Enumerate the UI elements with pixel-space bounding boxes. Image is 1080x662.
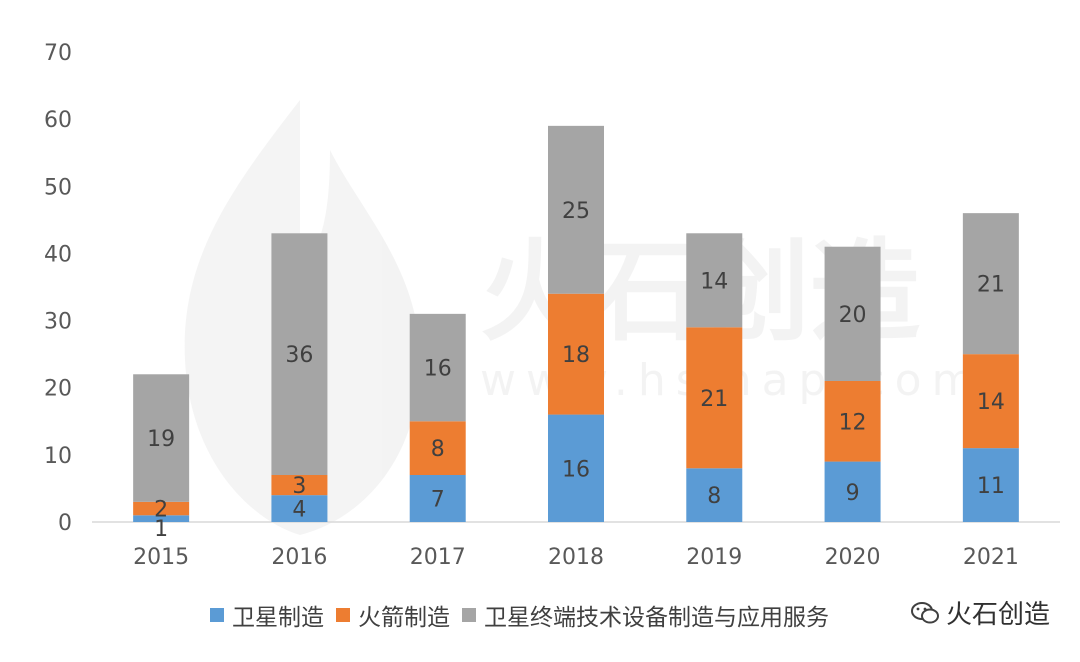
- legend: 卫星制造 火箭制造 卫星终端技术设备制造与应用服务: [210, 598, 841, 632]
- legend-label-terminal: 卫星终端技术设备制造与应用服务: [484, 605, 829, 631]
- data-label: 7: [431, 488, 445, 513]
- bar-segment: [409, 475, 466, 522]
- bar-segment: [962, 213, 1019, 355]
- legend-item-rocket: 火箭制造: [336, 598, 450, 632]
- data-label: 16: [562, 457, 590, 482]
- bar-segment: [824, 381, 881, 462]
- wechat-badge-text: 火石创造: [945, 600, 1050, 630]
- data-label: 21: [977, 273, 1005, 298]
- data-label: 16: [424, 357, 452, 382]
- data-label: 25: [562, 199, 590, 224]
- data-labels: 12 19 43 36 7 8 16 16 18 25 8 21 14 9 12 20 11 14 21: [147, 199, 1005, 542]
- bar-segment: [409, 421, 466, 475]
- bar-segment: [686, 468, 743, 522]
- bar-segment: [824, 461, 881, 522]
- data-label: 19: [147, 427, 175, 452]
- data-label: 4: [292, 498, 306, 523]
- legend-label-satellite: 卫星制造: [232, 605, 324, 631]
- bar-segment: [824, 246, 881, 381]
- bar-segment: [271, 475, 328, 496]
- bar-segment: [271, 495, 328, 522]
- bar-segment: [962, 448, 1019, 522]
- x-tick-label: 2017: [410, 545, 466, 570]
- bar-segment: [548, 125, 604, 294]
- bars: [133, 125, 1019, 522]
- y-tick-label: 20: [44, 377, 72, 402]
- legend-item-terminal: 卫星终端技术设备制造与应用服务: [462, 598, 829, 632]
- x-tick-label: 2020: [825, 545, 881, 570]
- data-label: 14: [700, 269, 728, 294]
- data-label: 8: [431, 437, 445, 462]
- y-tick-label: 60: [44, 108, 72, 133]
- y-tick-label: 70: [44, 41, 72, 66]
- legend-swatch-satellite: [210, 608, 224, 622]
- legend-swatch-terminal: [462, 608, 476, 622]
- legend-swatch-rocket: [336, 608, 350, 622]
- stacked-bar-chart: 火石创造 www.hsmap.com 010203040506070201520…: [44, 41, 1060, 570]
- bar-segment: [548, 293, 604, 415]
- data-label: 12: [839, 410, 867, 435]
- wechat-icon: [910, 601, 939, 623]
- bar-segment: [271, 233, 328, 475]
- legend-item-satellite: 卫星制造: [210, 598, 324, 632]
- y-tick-label: 30: [44, 310, 72, 335]
- wechat-badge: 火石创造: [905, 594, 1050, 631]
- data-label: 9: [846, 481, 860, 506]
- bar-segment: [686, 233, 743, 328]
- data-label: 20: [839, 303, 867, 328]
- bar-segment: [686, 327, 743, 469]
- x-tick-label: 2016: [271, 545, 327, 570]
- data-label: 3: [292, 474, 306, 499]
- data-label: 2: [154, 498, 168, 523]
- data-label: 21: [700, 387, 728, 412]
- y-tick-label: 50: [44, 175, 72, 200]
- data-label: 1: [154, 517, 168, 542]
- bar-segment: [133, 501, 190, 516]
- bar-segment: [962, 354, 1019, 449]
- bar-segment: [133, 515, 190, 522]
- x-tick-label: 2015: [133, 545, 189, 570]
- data-label: 36: [285, 343, 313, 368]
- bar-segment: [133, 374, 190, 502]
- y-tick-label: 10: [44, 444, 72, 469]
- data-label: 14: [977, 390, 1005, 415]
- data-label: 11: [977, 474, 1005, 499]
- x-tick-label: 2019: [686, 545, 742, 570]
- x-tick-label: 2018: [548, 545, 604, 570]
- bar-segment: [409, 313, 466, 422]
- x-tick-label: 2021: [963, 545, 1019, 570]
- y-tick-label: 0: [58, 511, 72, 536]
- y-tick-label: 40: [44, 242, 72, 267]
- data-label: 8: [707, 484, 721, 509]
- bar-segment: [548, 414, 604, 522]
- data-label: 18: [562, 343, 590, 368]
- legend-label-rocket: 火箭制造: [358, 605, 450, 631]
